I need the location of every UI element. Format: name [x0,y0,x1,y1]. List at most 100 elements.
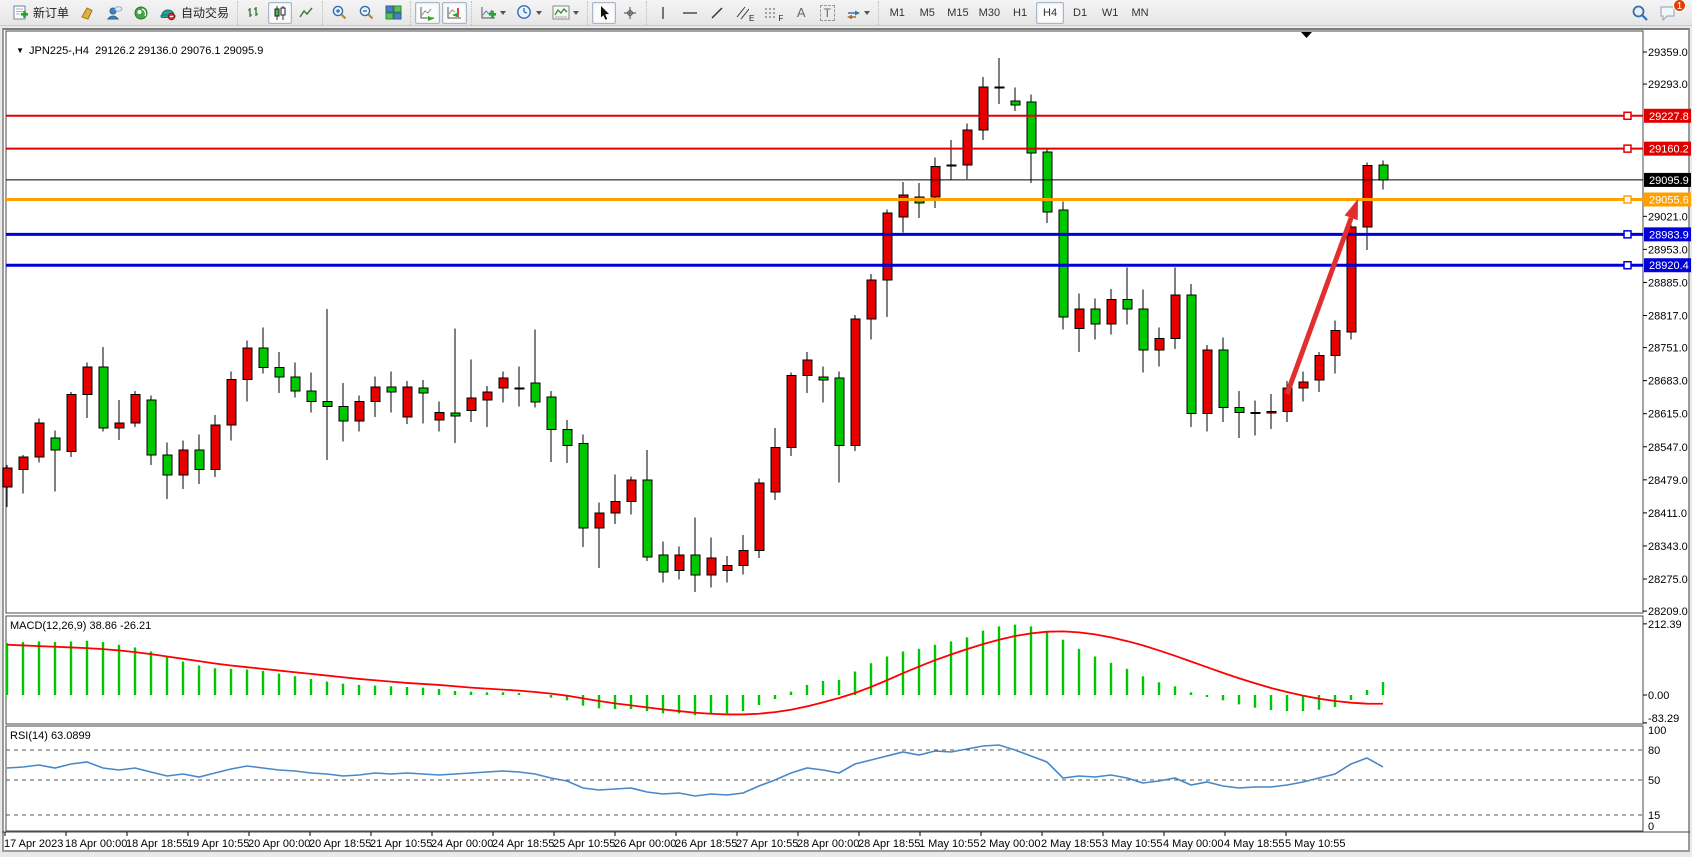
trendline-icon [711,7,723,18]
clock-icon [517,5,531,19]
rsi-axis-label: 0 [1648,821,1654,833]
autoscroll-button[interactable] [415,1,441,24]
templates-button[interactable] [548,2,583,24]
timeframe-m15-button[interactable]: M15 [947,6,969,19]
chat-button[interactable]: 1 [1655,0,1686,24]
fibo-glyph: F [778,13,784,23]
candle-body [450,412,461,417]
timeframe-mn-button[interactable]: MN [1131,6,1149,19]
crosshair-tool-button[interactable] [618,2,642,24]
level-anchor-marker[interactable] [1623,144,1632,153]
text-tool-button[interactable]: A [789,2,813,24]
tile-windows-button[interactable] [381,2,406,24]
last-bar-marker-icon[interactable] [1301,32,1312,38]
timeframe-m1-button[interactable]: M1 [889,6,905,19]
time-tick-label: 3 May 10:55 [1102,838,1163,850]
zoom-in-button[interactable] [327,2,352,24]
candle-body [2,467,13,488]
candle-body [1330,330,1341,356]
price-level-badge-text: 29227.8 [1649,111,1689,123]
search-button[interactable] [1627,2,1653,24]
level-anchor-marker[interactable] [1623,111,1632,121]
candle-body [1346,226,1357,333]
time-tick-label: 25 Apr 10:55 [553,838,615,850]
time-tick-label: 24 Apr 00:00 [431,838,493,850]
channel-tool-button[interactable]: E [731,2,758,24]
title-triangle-icon: ▼ [16,46,25,55]
time-tick-label: 21 Apr 10:55 [370,838,432,850]
cursor-arrow-icon [600,5,609,20]
candle-series [2,57,1389,593]
arrows-tool-button[interactable] [841,2,874,24]
candle-body [466,397,477,411]
candle-body [674,554,685,571]
line-chart-mode-button[interactable] [294,2,318,24]
fibo-tool-button[interactable]: F [760,2,787,24]
candle-body [1298,381,1309,389]
new-order-icon [13,5,28,19]
candle-body [706,557,717,576]
candle-body [1250,411,1261,414]
periods-button[interactable] [512,2,546,24]
time-tick-label: 24 Apr 18:55 [492,838,554,850]
price-tick-label: 28615.0 [1648,409,1688,421]
price-tick-label: 29359.0 [1648,47,1688,59]
candle-body [754,482,765,551]
candle-body [482,391,493,401]
arrow-shaft[interactable] [1284,216,1354,395]
bar-chart-mode-button[interactable] [242,2,266,24]
styler-button[interactable] [75,2,99,24]
candle-body [578,442,589,529]
indicators-button[interactable] [476,2,510,24]
templates-caret-icon [573,10,580,15]
zoom-in-icon [332,5,347,20]
level-anchor-marker[interactable] [1623,195,1632,204]
candle-body [898,194,909,218]
timeframe-h4-button[interactable]: H4 [1036,1,1065,24]
hline-tool-button[interactable] [677,2,703,24]
candle-body [978,86,989,131]
timeframe-d1-button[interactable]: D1 [1073,6,1088,19]
candle-body [738,549,749,566]
arrow-head[interactable] [1344,199,1358,221]
candle-body [594,512,605,529]
price-tick-label: 28885.0 [1648,277,1688,289]
time-tick-label: 2 May 00:00 [980,838,1041,850]
candle-body [850,318,861,446]
label-tool-button[interactable]: T [815,2,839,24]
community-button[interactable] [101,2,127,24]
chart-shift-button[interactable] [442,1,468,24]
vline-tool-button[interactable] [651,2,675,24]
candle-body [162,454,173,476]
rsi-axis-label: 100 [1648,725,1666,737]
periods-caret-icon [536,10,543,15]
person-cloud-icon [106,5,123,19]
signals-button[interactable] [129,2,153,24]
level-anchor-marker[interactable] [1623,260,1632,270]
autoscroll-icon [420,6,435,21]
cursor-tool-button[interactable] [592,1,617,24]
level-anchor-marker[interactable] [1623,230,1632,239]
drawn-trend-arrow[interactable] [1284,199,1358,395]
candle-body [242,347,253,381]
candle-body [1154,337,1165,351]
zoom-out-button[interactable] [354,2,379,24]
timeframe-w1-button[interactable]: W1 [1101,6,1119,19]
trendline-tool-button[interactable] [705,2,729,24]
indicators-caret-icon [500,10,507,15]
candle-body [146,399,157,456]
time-tick-label: 5 May 10:55 [1285,838,1346,850]
time-tick-label: 18 Apr 00:00 [65,838,127,850]
price-level-badge [1644,172,1691,187]
timeframe-m5-button[interactable]: M5 [919,6,935,19]
new-order-button[interactable]: 新订单 [8,2,73,24]
candle-body [962,129,973,166]
text-tool-icon: A [796,5,806,20]
timeframe-h1-button[interactable]: H1 [1013,6,1028,19]
autotrade-button[interactable]: 自动交易 [155,2,233,24]
candle-body [882,212,893,281]
candle-body [258,347,269,369]
candle-chart-mode-button[interactable] [268,1,293,24]
timeframe-m30-button[interactable]: M30 [978,6,1001,19]
